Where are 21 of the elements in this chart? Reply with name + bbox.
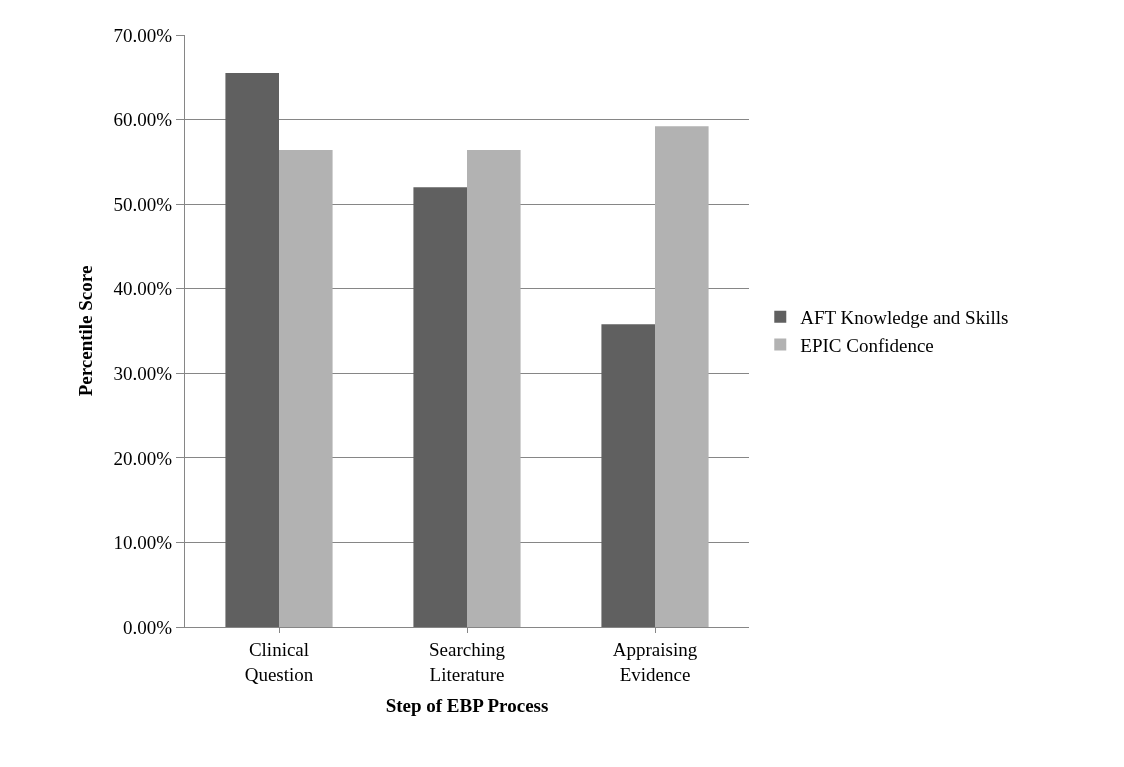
y-tick-label: 30.00% — [113, 362, 173, 384]
bar — [413, 187, 467, 627]
y-tick-label: 10.00% — [113, 532, 173, 554]
bar — [279, 150, 333, 627]
x-tick-label: Appraising Evidence — [612, 638, 698, 685]
y-tick-label: 40.00% — [113, 278, 173, 300]
legend-label: EPIC Confidence — [800, 334, 934, 356]
bar — [225, 73, 279, 627]
legend-label: AFT Knowledge and Skills — [800, 307, 1009, 329]
y-tick-label: 60.00% — [113, 109, 173, 131]
x-axis-title: Step of EBP Process — [385, 695, 549, 717]
bar — [467, 150, 521, 627]
x-tick-label: Clinical Question — [244, 638, 314, 685]
y-tick-label: 0.00% — [123, 616, 173, 638]
y-axis-title: Percentile Score — [75, 265, 97, 397]
y-tick-label: 20.00% — [113, 447, 173, 469]
bar — [601, 324, 655, 627]
y-tick-label: 50.00% — [113, 193, 173, 215]
y-tick-label: 70.00% — [113, 24, 173, 46]
bar — [655, 126, 709, 627]
x-tick-label: Searching Literature — [429, 638, 506, 685]
